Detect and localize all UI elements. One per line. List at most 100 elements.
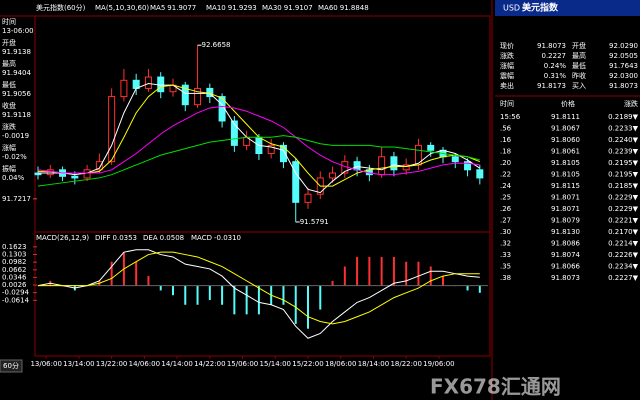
info-label: 涨幅 — [2, 143, 16, 152]
macd-bar — [172, 285, 174, 296]
quote-label: 震幅 — [500, 71, 514, 80]
x-tick-label: 18/06:00 — [325, 360, 356, 368]
candle-body — [230, 120, 238, 146]
trade-change: 0.2189▼ — [608, 113, 638, 121]
trade-price: 91.8130 — [551, 228, 580, 236]
legend-name: MA5 — [150, 4, 165, 12]
info-label: 时间 — [2, 17, 16, 26]
trade-time: .30 — [500, 228, 511, 236]
period-tab[interactable] — [0, 359, 23, 373]
legend-name: MA30 — [262, 4, 282, 12]
candle-body — [353, 161, 361, 171]
macd-bar — [282, 285, 285, 305]
legend-name: DEA — [143, 234, 158, 242]
info-value: -0.02% — [2, 153, 27, 161]
period-tab-label[interactable]: 60分 — [3, 361, 19, 370]
x-tick-label: 14/06:00 — [129, 360, 160, 368]
macd-panel — [34, 231, 491, 357]
info-label: 收盘 — [2, 101, 16, 110]
candle-body — [464, 161, 472, 171]
macd-bar — [368, 256, 371, 286]
macd-bar — [319, 285, 322, 310]
info-value: 91.9404 — [2, 69, 31, 77]
trade-change: 0.2195▼ — [608, 159, 638, 167]
x-tick-label: 14/22:00 — [194, 360, 225, 368]
trade-change: 0.2195▼ — [608, 171, 638, 179]
quote-label: 卖出 — [500, 81, 514, 90]
info-value: 13-06:00 — [2, 27, 34, 35]
legend-name: MACD — [191, 234, 212, 242]
y-tick-label: 0.1303 — [2, 250, 27, 258]
candle-body — [451, 156, 459, 163]
quote-label: 买入 — [572, 82, 586, 90]
quote-label: 最高 — [572, 51, 586, 60]
macd-bar — [257, 285, 260, 315]
trade-price: 91.8105 — [551, 159, 580, 167]
trade-time: .27 — [500, 217, 511, 225]
candle-body — [108, 96, 116, 163]
trade-time: .26 — [500, 205, 512, 213]
legend-value: 0.0508 — [160, 234, 185, 242]
quote-name: 美元指数 — [522, 2, 559, 14]
macd-bar — [356, 256, 359, 286]
candle-body — [378, 156, 386, 176]
x-tick-label: 13/06:00 — [30, 360, 61, 368]
trade-time: .35 — [500, 263, 511, 271]
x-tick-label: 14/14:00 — [161, 360, 192, 368]
trade-time: .25 — [500, 194, 511, 202]
trade-price: 91.8079 — [551, 217, 580, 225]
y-tick-label: -0.0294 — [2, 289, 30, 297]
trade-change: 0.2233▼ — [608, 125, 638, 133]
trade-change: 0.2214▼ — [608, 240, 638, 248]
legend-item: MA60 91.8848 — [318, 4, 369, 12]
macd-line — [38, 251, 480, 325]
macd-bar — [221, 285, 224, 305]
macd-bar — [343, 266, 346, 286]
trade-time: .18 — [500, 148, 511, 156]
quote-label: 现价 — [500, 42, 514, 50]
legend: MA(5,10,30,60) — [95, 4, 149, 12]
trade-change: 0.2227▼ — [608, 274, 638, 282]
legend-name: MA10 — [206, 4, 226, 12]
x-tick-label: 15/06:00 — [227, 360, 258, 368]
quote-value: 91.7643 — [609, 62, 638, 70]
y-tick-label: -0.0614 — [2, 296, 30, 304]
macd-bar — [331, 280, 334, 286]
legend-item: MA30 91.9107 — [262, 4, 313, 12]
trade-header: 时间 — [500, 99, 514, 108]
trade-price: 91.8067 — [551, 125, 580, 133]
macd-bar — [417, 261, 420, 286]
legend-title: MA(5,10,30,60) — [95, 4, 149, 12]
x-tick-label: 18/14:00 — [358, 360, 389, 368]
trade-change: 0.2234▼ — [608, 263, 638, 271]
trade-header: 涨跌 — [624, 99, 638, 108]
legend-item: MA5 91.9077 — [150, 4, 196, 12]
candle-body — [71, 175, 79, 179]
trade-price: 91.8086 — [551, 240, 580, 248]
candle-body — [427, 144, 435, 151]
trade-price: 91.8066 — [551, 263, 580, 271]
macd-line — [37, 249, 480, 339]
macd-bar — [147, 276, 150, 286]
info-label: 最低 — [2, 80, 16, 89]
y-tick-label: 0.1623 — [2, 243, 27, 251]
candle-body — [390, 156, 398, 171]
legend-name: MA60 — [318, 4, 338, 12]
candle-body — [476, 169, 484, 179]
candle-body — [267, 144, 275, 155]
candle-body — [157, 76, 165, 93]
candle-body — [144, 76, 152, 89]
trade-time: .32 — [500, 240, 511, 248]
trade-time: .33 — [500, 251, 511, 259]
info-label: 最高 — [2, 59, 16, 68]
trade-change: 0.2170▼ — [608, 228, 638, 236]
trade-price: 91.8074 — [551, 251, 580, 259]
y-tick-label: 0.0662 — [2, 266, 27, 274]
legend-value: 91.9077 — [167, 4, 196, 12]
candle-body — [304, 193, 312, 203]
legend-item: MA10 91.9293 — [206, 4, 257, 12]
trade-change: 0.2185▼ — [608, 182, 638, 190]
legend-name: DIFF — [95, 234, 111, 242]
y-tick-label: 0.0026 — [2, 281, 27, 289]
